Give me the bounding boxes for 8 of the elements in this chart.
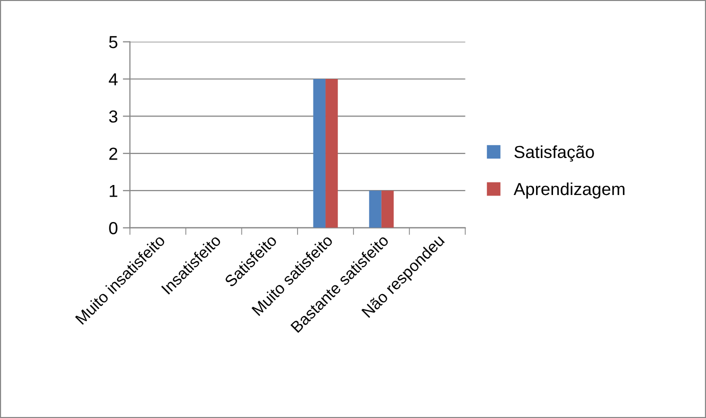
y-tick-label: 0 bbox=[109, 222, 118, 234]
y-tick-label: 1 bbox=[110, 184, 118, 197]
legend-label: Aprendizagem bbox=[514, 182, 624, 199]
y-tick-label: 5 bbox=[109, 36, 118, 48]
y-tick-label: 4 bbox=[108, 73, 118, 86]
legend-label: Satisfação bbox=[514, 145, 594, 162]
y-tick-label: 2 bbox=[109, 148, 118, 160]
y-tick-label: 3 bbox=[109, 110, 118, 123]
